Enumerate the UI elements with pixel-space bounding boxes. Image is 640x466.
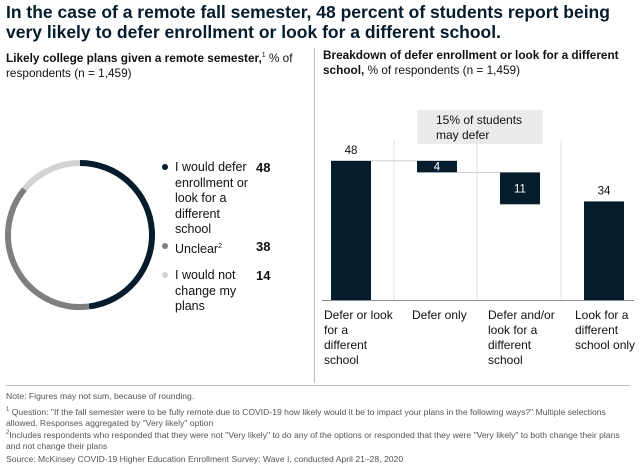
legend-value-no-change: 14	[256, 268, 271, 283]
waterfall-bar-defer-or-look	[331, 160, 371, 300]
waterfall-category-defer-or-look: Defer or look for a different school	[324, 308, 393, 367]
right-subtitle-rest: % of respondents (n = 1,459)	[364, 63, 521, 77]
legend-dot-defer-or-look	[162, 164, 168, 170]
left-panel-subtitle: Likely college plans given a remote seme…	[6, 48, 306, 81]
legend-label-unclear: Unclear2	[175, 242, 222, 257]
waterfall-bar-look-only	[584, 201, 624, 300]
left-subtitle-bold: Likely college plans given a remote seme…	[6, 50, 262, 65]
right-panel-subtitle: Breakdown of defer enrollment or look fo…	[323, 48, 623, 78]
legend-label-defer-or-look: I would defer enrollment or look for a d…	[175, 160, 248, 236]
waterfall-value-defer-or-look: 48	[345, 145, 358, 157]
waterfall-value-defer-only: 4	[434, 162, 441, 174]
waterfall-category-look-only: Look for a different school only	[575, 308, 636, 352]
waterfall-value-defer-and-or-look: 11	[514, 183, 526, 195]
waterfall-category-defer-only: Defer only	[412, 308, 467, 322]
note-rounding: Note: Figures may not sum, because of ro…	[6, 391, 195, 401]
donut-slice-defer-or-look	[79, 160, 155, 310]
legend-label-no-change: I would not change my plans	[175, 268, 237, 313]
waterfall-bar-defer-only	[417, 160, 457, 173]
footnote-2-text: Includes respondents who responded that …	[6, 429, 620, 451]
footnote-2: 2Includes respondents who responded that…	[6, 428, 636, 452]
legend-value-unclear: 38	[256, 239, 271, 254]
legend-dot-no-change	[162, 272, 168, 278]
donut-chart	[5, 160, 155, 310]
footnote-1-number: 1	[6, 407, 10, 413]
left-subtitle-footnote: 1	[261, 52, 266, 59]
footnote-1: 1 Question: "If the fall semester were t…	[6, 405, 636, 429]
callout-box: 15% of students may defer	[417, 110, 543, 144]
footer-divider	[6, 385, 630, 386]
source-note: Source: McKinsey COVID-19 Higher Educati…	[6, 454, 404, 464]
chart-title: In the case of a remote fall semester, 4…	[6, 2, 610, 42]
donut-slice-unclear	[5, 187, 90, 310]
callout-text: 15% of students may defer	[436, 113, 523, 142]
panel-divider	[314, 48, 315, 383]
waterfall-category-defer-and-or-look: Defer and/or look for a different school	[488, 308, 555, 367]
right-subtitle-bold: Breakdown of defer enrollment or look fo…	[323, 48, 619, 77]
footnote-1-text: Question: "If the fall semester were to …	[6, 406, 606, 428]
legend-dot-unclear	[162, 243, 168, 249]
donut-slice-no-change	[22, 160, 81, 192]
legend-value-defer-or-look: 48	[256, 160, 271, 175]
waterfall-chart: 48 4 11 34	[322, 140, 634, 301]
waterfall-value-look-only: 34	[598, 185, 611, 197]
waterfall-bar-defer-and-or-look	[500, 172, 540, 205]
footnote-2-number: 2	[6, 430, 10, 436]
left-subtitle-rest: % of respondents (n = 1,459)	[6, 50, 293, 80]
